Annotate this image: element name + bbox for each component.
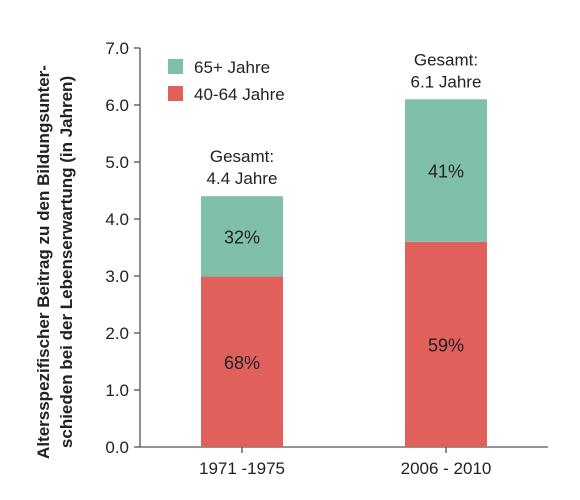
- y-tick-label: 6.0: [105, 96, 129, 115]
- legend: 65+ Jahre 40-64 Jahre: [168, 58, 285, 104]
- bar-segment: [405, 99, 487, 242]
- y-axis-title-line2: schieden bei der Lebenserwartung (in Jah…: [57, 76, 76, 448]
- legend-swatch: [168, 86, 183, 101]
- y-tick-label: 7.0: [105, 39, 129, 58]
- x-tick-label: 2006 - 2010: [401, 459, 492, 478]
- y-tick-label: 2.0: [105, 324, 129, 343]
- bars: [201, 99, 487, 447]
- data-label: 59%: [428, 335, 464, 355]
- y-tick-label: 0.0: [105, 438, 129, 457]
- y-axis-title: Altersspezifischer Beitrag zu den Bildun…: [34, 65, 76, 459]
- legend-swatch: [168, 59, 183, 74]
- legend-label: 40-64 Jahre: [194, 85, 285, 104]
- y-axis-title-line1: Altersspezifischer Beitrag zu den Bildun…: [34, 65, 53, 459]
- data-label: 41%: [428, 162, 464, 182]
- data-label: 68%: [224, 353, 260, 373]
- y-tick-label: 5.0: [105, 153, 129, 172]
- y-tick-label: 3.0: [105, 267, 129, 286]
- data-label: 32%: [224, 227, 260, 247]
- total-label-line1: Gesamt:: [414, 50, 478, 69]
- legend-label: 65+ Jahre: [194, 58, 270, 77]
- total-label-line2: 6.1 Jahre: [411, 72, 482, 91]
- axes: 0.0 1.0 2.0 3.0 4.0 5.0 6.0 7.0 1971 -1975 2006 -…: [105, 39, 548, 478]
- total-label-line2: 4.4 Jahre: [207, 169, 278, 188]
- x-tick-label: 1971 -1975: [199, 459, 285, 478]
- bar-segment: [405, 241, 487, 447]
- bar-segment: [201, 276, 283, 447]
- y-tick-label: 4.0: [105, 210, 129, 229]
- labels: 68% 32% Gesamt: 4.4 Jahre 59% 41% Gesamt: 6.1 J…: [207, 50, 482, 372]
- bar-segment: [201, 196, 283, 277]
- total-label-line1: Gesamt:: [210, 147, 274, 166]
- y-tick-label: 1.0: [105, 381, 129, 400]
